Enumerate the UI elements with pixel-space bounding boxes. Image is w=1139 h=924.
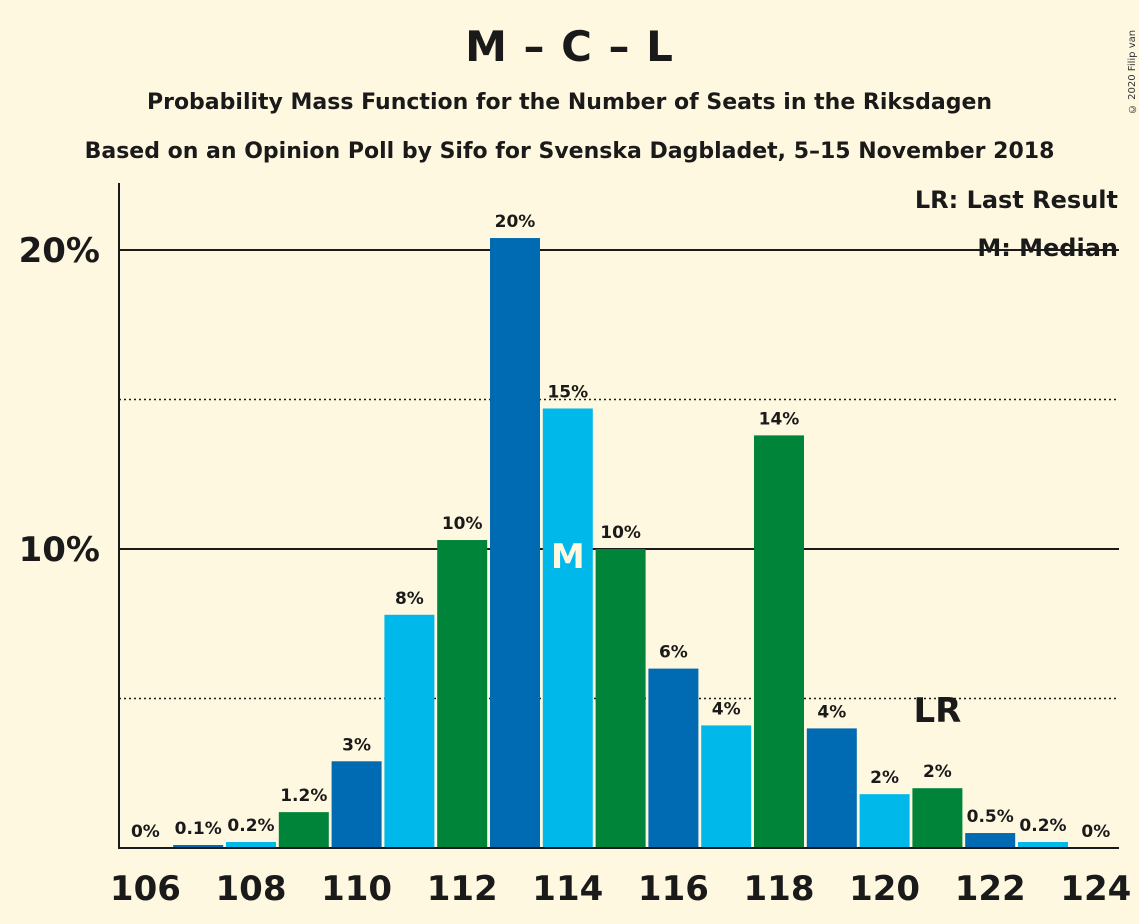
data-label-120: 2% — [870, 768, 899, 788]
chart-source: Based on an Opinion Poll by Sifo for Sve… — [84, 139, 1055, 164]
bar-seat-118 — [754, 435, 804, 848]
x-tick-label: 116 — [638, 869, 709, 909]
median-marker: M — [551, 537, 585, 577]
bar-seat-116 — [648, 668, 699, 848]
legend-last-result: LR: Last Result — [914, 186, 1118, 214]
data-label-106: 0% — [131, 822, 160, 842]
data-label-123: 0.2% — [1019, 816, 1066, 836]
bar-seat-122 — [965, 833, 1016, 848]
bar-seat-107 — [173, 845, 224, 848]
data-label-117: 4% — [712, 699, 741, 719]
data-label-109: 1.2% — [280, 786, 327, 806]
data-label-118: 14% — [759, 409, 800, 429]
bar-seat-113 — [490, 238, 540, 849]
y-tick-label: 10% — [19, 530, 100, 570]
chart-subtitle: Probability Mass Function for the Number… — [146, 90, 993, 115]
bar-seat-111 — [384, 614, 435, 848]
chart-title: M – C – L — [465, 22, 674, 71]
bar-seat-117 — [701, 725, 752, 848]
y-tick-label: 20% — [19, 231, 100, 271]
x-tick-label: 110 — [321, 869, 392, 909]
x-tick-label: 106 — [110, 869, 181, 909]
data-label-119: 4% — [817, 702, 846, 722]
bar-seat-119 — [806, 728, 857, 848]
bar-seat-114 — [542, 408, 593, 848]
data-label-124: 0% — [1081, 822, 1110, 842]
data-label-116: 6% — [659, 643, 688, 663]
x-tick-label: 120 — [849, 869, 920, 909]
bar-seat-112 — [437, 540, 488, 848]
data-label-110: 3% — [342, 735, 371, 755]
bar-seat-121 — [912, 788, 963, 848]
data-label-112: 10% — [442, 514, 483, 534]
bar-seat-110 — [331, 761, 382, 848]
bar-seat-115 — [595, 549, 646, 848]
legend-median: M: Median — [977, 234, 1118, 262]
x-tick-label: 112 — [427, 869, 498, 909]
data-label-107: 0.1% — [175, 819, 222, 839]
data-label-115: 10% — [600, 523, 641, 543]
data-label-111: 8% — [395, 589, 424, 609]
bar-seat-109 — [278, 812, 329, 848]
last-result-marker: LR — [913, 691, 961, 731]
data-label-114: 15% — [547, 382, 588, 402]
data-label-108: 0.2% — [227, 816, 274, 836]
x-tick-label: 124 — [1060, 869, 1131, 909]
bar-seat-108 — [226, 842, 276, 848]
data-label-113: 20% — [495, 212, 536, 232]
bar-seat-123 — [1018, 842, 1068, 848]
x-tick-label: 108 — [216, 869, 287, 909]
x-tick-label: 118 — [744, 869, 815, 909]
x-tick-label: 114 — [532, 869, 603, 909]
bar-seat-120 — [859, 794, 910, 848]
data-label-122: 0.5% — [967, 807, 1014, 827]
data-label-121: 2% — [923, 762, 952, 782]
x-tick-label: 122 — [955, 869, 1026, 909]
